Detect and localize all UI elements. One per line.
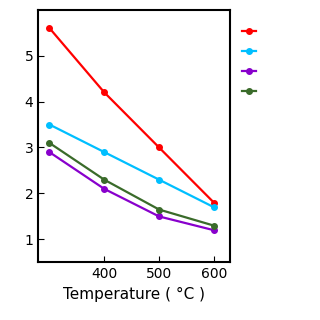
S4 — [157, 208, 161, 212]
X-axis label: Temperature ( °C ): Temperature ( °C ) — [63, 287, 205, 302]
S1 — [212, 201, 216, 204]
Legend: , , , : , , , — [238, 23, 269, 102]
S3 — [102, 187, 106, 191]
S2 — [157, 178, 161, 181]
S1 — [157, 146, 161, 149]
S2 — [212, 205, 216, 209]
S4 — [102, 178, 106, 181]
S4 — [47, 141, 51, 145]
S2 — [47, 123, 51, 126]
Line: S1: S1 — [47, 25, 217, 205]
Line: S3: S3 — [47, 149, 217, 233]
S3 — [157, 214, 161, 218]
S1 — [47, 26, 51, 30]
S4 — [212, 224, 216, 228]
S3 — [212, 228, 216, 232]
Line: S2: S2 — [47, 122, 217, 210]
S3 — [47, 150, 51, 154]
S1 — [102, 91, 106, 94]
S2 — [102, 150, 106, 154]
Line: S4: S4 — [47, 140, 217, 228]
